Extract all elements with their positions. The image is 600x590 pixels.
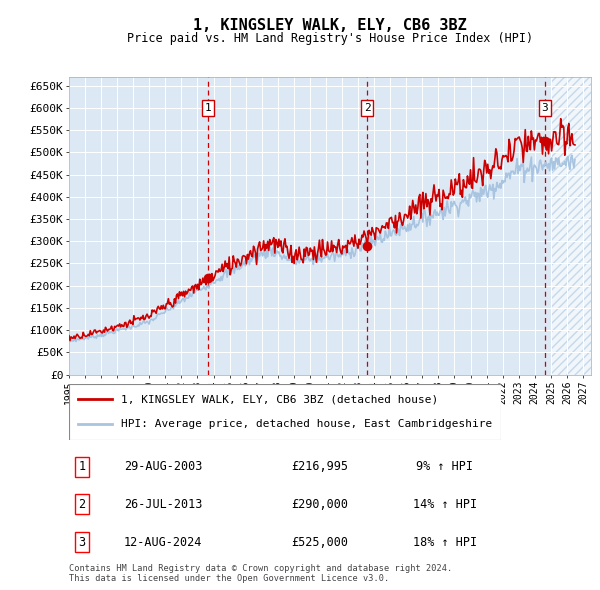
Text: 1, KINGSLEY WALK, ELY, CB6 3BZ: 1, KINGSLEY WALK, ELY, CB6 3BZ [193,18,467,32]
Text: £290,000: £290,000 [291,498,348,511]
Text: HPI: Average price, detached house, East Cambridgeshire: HPI: Average price, detached house, East… [121,419,492,429]
Text: 1, KINGSLEY WALK, ELY, CB6 3BZ (detached house): 1, KINGSLEY WALK, ELY, CB6 3BZ (detached… [121,394,438,404]
Text: 9% ↑ HPI: 9% ↑ HPI [416,460,473,473]
Text: 1: 1 [79,460,86,473]
Text: £216,995: £216,995 [291,460,348,473]
Text: 29-AUG-2003: 29-AUG-2003 [124,460,202,473]
Text: 3: 3 [541,103,548,113]
Text: 3: 3 [79,536,86,549]
Text: 2: 2 [364,103,371,113]
Text: Price paid vs. HM Land Registry's House Price Index (HPI): Price paid vs. HM Land Registry's House … [127,32,533,45]
Text: 26-JUL-2013: 26-JUL-2013 [124,498,202,511]
Text: 12-AUG-2024: 12-AUG-2024 [124,536,202,549]
FancyBboxPatch shape [69,384,501,440]
Text: £525,000: £525,000 [291,536,348,549]
Text: 18% ↑ HPI: 18% ↑ HPI [413,536,477,549]
Text: Contains HM Land Registry data © Crown copyright and database right 2024.
This d: Contains HM Land Registry data © Crown c… [69,563,452,583]
Text: 2: 2 [79,498,86,511]
Text: 14% ↑ HPI: 14% ↑ HPI [413,498,477,511]
Text: 1: 1 [205,103,211,113]
